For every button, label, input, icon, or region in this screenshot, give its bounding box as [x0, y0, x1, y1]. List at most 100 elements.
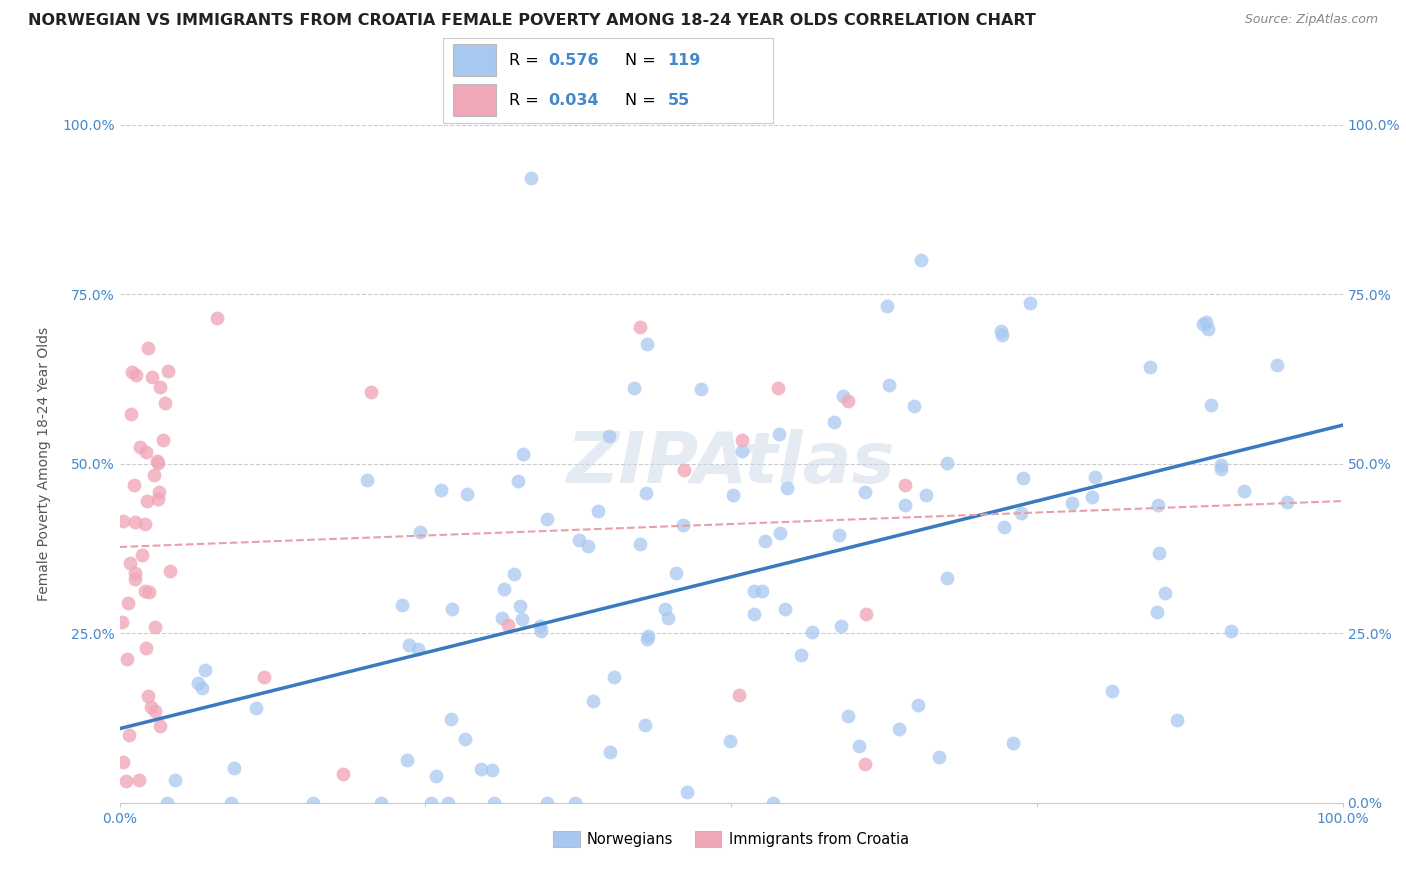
Point — [1166, 713, 1188, 727]
Point — [124, 566, 146, 580]
Point — [530, 624, 553, 638]
Point — [665, 566, 688, 580]
Text: 55: 55 — [668, 93, 690, 108]
Point — [454, 732, 477, 747]
Point — [903, 399, 925, 413]
Y-axis label: Female Poverty Among 18-24 Year Olds: Female Poverty Among 18-24 Year Olds — [37, 326, 51, 601]
Point — [742, 607, 765, 621]
Point — [146, 454, 169, 468]
Point — [134, 583, 156, 598]
Point — [775, 601, 797, 615]
Point — [135, 640, 157, 655]
Legend: Norwegians, Immigrants from Croatia: Norwegians, Immigrants from Croatia — [547, 826, 915, 853]
Point — [634, 718, 657, 732]
Point — [529, 619, 551, 633]
Point — [131, 548, 153, 562]
Point — [356, 473, 378, 487]
Point — [935, 571, 957, 585]
Point — [582, 694, 605, 708]
Point — [117, 596, 139, 610]
Point — [1154, 585, 1177, 599]
Point — [120, 407, 142, 421]
Point — [124, 515, 146, 529]
Point — [751, 583, 773, 598]
Text: 0.034: 0.034 — [548, 93, 599, 108]
Text: N =: N = — [624, 53, 661, 68]
Point — [628, 537, 651, 551]
Point — [991, 328, 1014, 343]
Point — [118, 556, 141, 570]
Point — [723, 488, 745, 502]
Point — [136, 341, 159, 355]
Point — [876, 299, 898, 313]
Point — [586, 504, 609, 518]
Point — [1199, 398, 1222, 412]
Text: N =: N = — [624, 93, 661, 108]
Point — [115, 773, 138, 788]
Point — [879, 378, 901, 392]
Point — [134, 516, 156, 531]
Point — [205, 310, 228, 325]
Point — [754, 534, 776, 549]
Point — [1011, 470, 1033, 484]
Point — [769, 526, 792, 541]
Point — [128, 773, 150, 788]
Point — [146, 456, 169, 470]
Point — [440, 602, 463, 616]
Point — [253, 670, 276, 684]
Point — [409, 524, 432, 539]
Point — [245, 701, 267, 715]
Point — [564, 796, 586, 810]
Point — [498, 618, 520, 632]
Point — [1209, 458, 1232, 472]
Point — [800, 625, 823, 640]
Point — [830, 619, 852, 633]
Point — [491, 611, 513, 625]
Point — [887, 722, 910, 736]
Point — [1220, 624, 1243, 638]
Point — [502, 566, 524, 581]
Point — [894, 498, 917, 512]
Point — [187, 676, 209, 690]
Point — [430, 483, 453, 497]
Point — [907, 698, 929, 712]
Point — [848, 739, 870, 753]
Point — [145, 620, 167, 634]
Point — [1060, 496, 1083, 510]
Point — [742, 583, 765, 598]
Point — [915, 487, 938, 501]
Point — [728, 688, 751, 702]
Point — [837, 394, 859, 409]
Point — [141, 369, 163, 384]
Point — [775, 481, 797, 495]
Text: NORWEGIAN VS IMMIGRANTS FROM CROATIA FEMALE POVERTY AMONG 18-24 YEAR OLDS CORREL: NORWEGIAN VS IMMIGRANTS FROM CROATIA FEM… — [28, 13, 1036, 29]
Point — [637, 629, 659, 643]
Point — [657, 611, 679, 625]
Point — [910, 253, 932, 268]
Point — [990, 325, 1012, 339]
Point — [138, 689, 160, 703]
Point — [148, 491, 170, 506]
Point — [855, 485, 877, 500]
Point — [832, 389, 855, 403]
Point — [928, 749, 950, 764]
Point — [395, 753, 418, 767]
Point — [391, 599, 413, 613]
Point — [165, 772, 187, 787]
FancyBboxPatch shape — [453, 84, 496, 116]
Point — [768, 426, 790, 441]
Point — [149, 719, 172, 733]
Point — [1146, 498, 1168, 512]
Point — [112, 514, 135, 528]
Point — [1233, 483, 1256, 498]
Point — [536, 796, 558, 810]
Point — [568, 533, 591, 547]
Point — [398, 638, 420, 652]
Point — [122, 478, 145, 492]
Point — [1191, 317, 1213, 331]
Point — [138, 585, 160, 599]
Point — [536, 512, 558, 526]
Point — [124, 368, 146, 383]
Point — [360, 385, 382, 400]
Point — [408, 641, 430, 656]
